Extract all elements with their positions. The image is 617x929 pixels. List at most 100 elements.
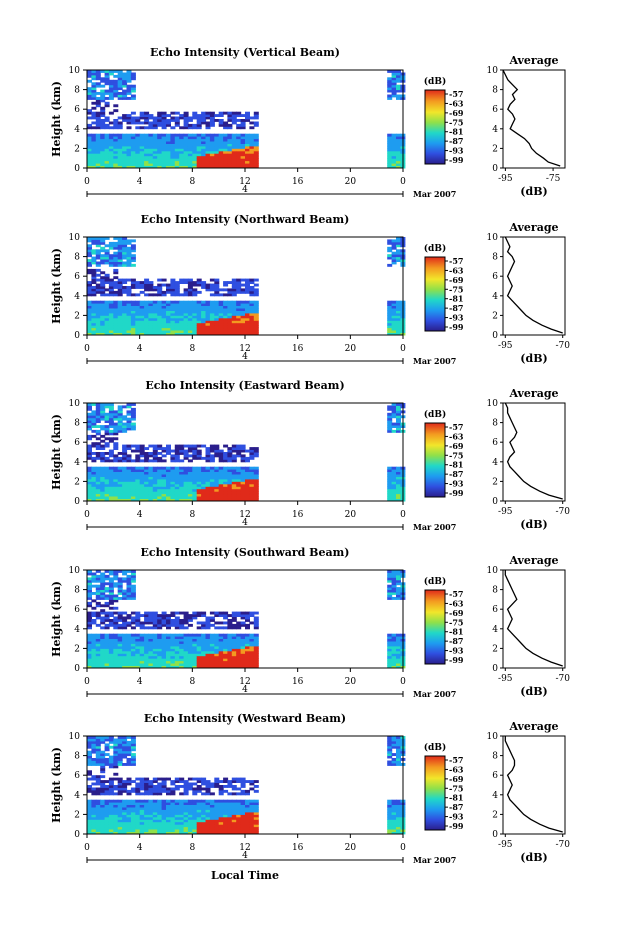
heatmap-cell (170, 782, 176, 786)
heatmap-cell (218, 636, 224, 639)
heatmap-cell (187, 819, 193, 823)
heatmap-cell (130, 621, 136, 625)
heatmap-cell (205, 787, 211, 791)
heatmap-cell (113, 263, 119, 267)
average-y-tick-label: 8 (492, 253, 498, 263)
heatmap-cell (236, 153, 242, 157)
heatmap-cell (108, 417, 114, 421)
heatmap-cell (104, 459, 110, 463)
heatmap-cell (240, 792, 246, 796)
heatmap-cell (214, 804, 220, 808)
heatmap-cell (245, 802, 250, 805)
heatmap-cell (157, 283, 163, 287)
heatmap-cell (223, 320, 229, 324)
heatmap-cell (253, 824, 259, 828)
heatmap-cell (192, 491, 198, 495)
heatmap-cell (122, 641, 128, 644)
heatmap-cell (214, 447, 220, 450)
heatmap-cell (240, 320, 246, 324)
heatmap-cell (148, 123, 154, 127)
heatmap-cell (108, 665, 114, 669)
heatmap-cell (205, 308, 211, 311)
heatmap-cell (391, 74, 397, 78)
heatmap-cell (91, 592, 97, 595)
heatmap-cell (122, 755, 128, 759)
heatmap-cell (139, 638, 145, 642)
heatmap-cell (218, 303, 224, 306)
heatmap-cell (139, 481, 145, 485)
heatmap-cell (144, 288, 150, 292)
heatmap-cell (396, 427, 401, 431)
heatmap-cell (161, 829, 167, 832)
heatmap-cell (396, 655, 401, 659)
heatmap-cell (95, 787, 101, 791)
heatmap-cell (249, 286, 255, 289)
heatmap-cell (231, 312, 237, 316)
heatmap-cell (104, 442, 110, 446)
heatmap-cell (130, 589, 136, 593)
heatmap-cell (396, 650, 401, 654)
heatmap-cell (192, 804, 198, 808)
heatmap-cell (104, 273, 110, 277)
heatmap-cell (144, 621, 150, 625)
heatmap-cell (104, 743, 110, 747)
heatmap-cell (104, 633, 110, 637)
heatmap-cell (122, 119, 128, 122)
heatmap-cell (183, 655, 189, 659)
heatmap-cell (122, 646, 128, 649)
heatmap-cell (139, 332, 145, 336)
heatmap-cell (179, 804, 185, 808)
heatmap-cell (245, 476, 250, 480)
heatmap-cell (249, 320, 255, 324)
heatmap-cell (91, 819, 97, 823)
heatmap-cell (117, 819, 123, 823)
heatmap-cell (108, 660, 114, 664)
heatmap-cell (253, 476, 259, 480)
heatmap-cell (183, 456, 189, 460)
heatmap-cell (391, 312, 397, 316)
heatmap-cell (113, 133, 119, 137)
heatmap-cell (201, 312, 207, 316)
heatmap-cell (174, 471, 180, 475)
heatmap-cell (113, 241, 119, 245)
heatmap-cell (249, 165, 255, 169)
heatmap-cell (113, 653, 119, 657)
heatmap-cell (205, 283, 211, 287)
heatmap-cell (148, 283, 154, 287)
heatmap-cell (95, 601, 101, 605)
heatmap-cell (144, 653, 150, 657)
heatmap-cell (108, 623, 114, 627)
heatmap-cell (231, 633, 237, 637)
heatmap-cell (108, 488, 114, 492)
heatmap-cell (227, 829, 233, 832)
heatmap-cell (231, 119, 237, 122)
heatmap-cell (152, 138, 158, 142)
heatmap-cell (95, 809, 101, 813)
heatmap-cell (157, 293, 163, 297)
heatmap-cell (179, 305, 185, 309)
heatmap-cell (240, 148, 246, 152)
heatmap-cell (236, 143, 242, 147)
heatmap-cell (236, 646, 242, 649)
heatmap-cell (209, 619, 215, 622)
heatmap-cell (231, 829, 237, 832)
heatmap-cell (240, 641, 246, 644)
heatmap-cell (192, 148, 198, 152)
heatmap-cell (152, 641, 158, 644)
heatmap-cell (192, 633, 198, 637)
heatmap-cell (108, 452, 114, 455)
heatmap-cell (148, 155, 154, 159)
heatmap-cell (223, 474, 229, 477)
heatmap-cell (183, 483, 189, 487)
heatmap-cell (192, 648, 198, 652)
heatmap-cell (201, 486, 207, 490)
heatmap-cell (122, 498, 128, 502)
heatmap-cell (148, 145, 154, 149)
heatmap-cell (209, 283, 215, 287)
heatmap-cell (126, 116, 132, 120)
heatmap-cell (104, 466, 110, 470)
heatmap-cell (135, 799, 141, 803)
heatmap-cell (218, 288, 224, 292)
heatmap-cell (205, 469, 211, 472)
heatmap-cell (236, 824, 242, 828)
